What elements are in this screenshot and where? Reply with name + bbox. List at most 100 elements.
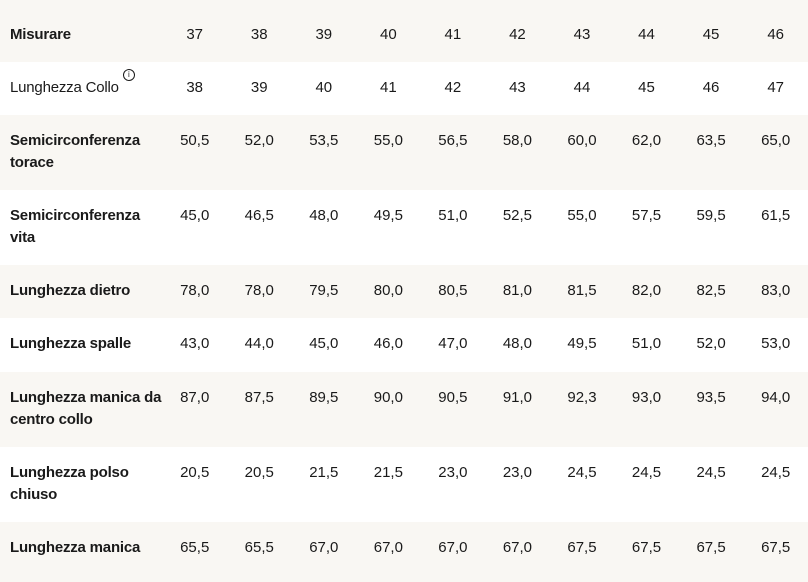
info-icon[interactable]: i — [122, 69, 135, 81]
table-cell: 53,0 — [761, 335, 791, 352]
row-label-text: Lunghezza manica da centro collo — [10, 389, 162, 428]
table-row: Lunghezza manica 65,5 65,5 67,0 67,0 67,0 67,0… — [0, 522, 808, 582]
table-row: Lunghezza spalle 43,0 44,0 45,0 46,0 47,0 48,0… — [0, 318, 808, 372]
table-cell: 61,5 — [761, 207, 791, 224]
table-cell: 46,5 — [244, 207, 274, 224]
table-cell: 82,5 — [696, 282, 726, 299]
table-cell: 55,0 — [373, 132, 403, 149]
table-cell: 67,0 — [438, 539, 468, 556]
table-cell: 67,0 — [309, 539, 339, 556]
row-label-text: Lunghezza spalle — [10, 335, 131, 352]
table-cell: 20,5 — [180, 464, 210, 481]
table-cell: 24,5 — [696, 464, 726, 481]
table-cell: 78,0 — [244, 282, 274, 299]
row-label: Semicirconferenza torace — [0, 115, 162, 190]
table-cell: 24,5 — [631, 464, 662, 481]
table-cell: 52,0 — [244, 132, 274, 149]
table-cell: 83,0 — [761, 282, 791, 299]
table-cell: 24,5 — [567, 464, 597, 481]
row-label: Lunghezza dietro — [0, 265, 162, 318]
table-cell: 52,5 — [502, 207, 533, 224]
table-cell: 44 — [638, 26, 655, 43]
table-cell: 42 — [509, 26, 526, 43]
table-cell: 80,0 — [373, 282, 403, 299]
row-label-text: Semicirconferenza torace — [10, 132, 140, 171]
table-cell: 41 — [379, 79, 397, 96]
table-cell: 82,0 — [631, 282, 662, 299]
table-row: Lunghezza manica da centro collo 87,0 87,5… — [0, 372, 808, 447]
table-cell: 62,0 — [631, 132, 662, 149]
table-cell: 44 — [573, 79, 591, 96]
table-cell: 38 — [186, 79, 204, 96]
table-cell: 55,0 — [567, 207, 597, 224]
table-cell: 65,5 — [244, 539, 274, 556]
table-cell: 65,5 — [180, 539, 210, 556]
table-cell: 45 — [638, 79, 655, 96]
table-row: Semicirconferenza vita 45,0 46,5 48,0 49,5 51… — [0, 190, 808, 265]
table-cell: 48,0 — [309, 207, 339, 224]
table-cell: 81,5 — [567, 282, 597, 299]
table-cell: 43 — [509, 79, 526, 96]
table-cell: 67,5 — [631, 539, 662, 556]
table-row: Lunghezza polso chiuso 20,5 20,5 21,5 21,5 23… — [0, 447, 808, 522]
table-cell: 79,5 — [309, 282, 339, 299]
table-cell: 38 — [250, 26, 268, 43]
table-cell: 49,5 — [567, 335, 597, 352]
table-cell: 43,0 — [180, 335, 210, 352]
table-cell: 37 — [186, 26, 204, 43]
table-row: Lunghezza Colloi 38 39 40 41 42 43 44 45 46 47 — [0, 62, 808, 115]
table-cell: 46,0 — [373, 335, 403, 352]
table-cell: 67,0 — [373, 539, 403, 556]
table-row: Misurare 37 38 39 40 41 42 43 44 45 46 — [0, 0, 808, 62]
row-label: Lunghezza polso chiuso — [0, 447, 162, 522]
table-cell: 93,5 — [696, 389, 726, 406]
table-cell: 67,5 — [761, 539, 791, 556]
table-cell: 56,5 — [438, 132, 468, 149]
row-label-text: Semicirconferenza vita — [10, 207, 140, 246]
table-cell: 53,5 — [309, 132, 339, 149]
table-cell: 81,0 — [502, 282, 533, 299]
table-cell: 39 — [315, 26, 333, 43]
table-cell: 90,5 — [438, 389, 468, 406]
table-cell: 42 — [444, 79, 462, 96]
table-cell: 57,5 — [631, 207, 662, 224]
row-label: Lunghezza manica — [0, 522, 162, 582]
row-label-text: Misurare — [10, 26, 71, 43]
table-cell: 80,5 — [438, 282, 468, 299]
table-cell: 23,0 — [438, 464, 468, 481]
table-cell: 59,5 — [696, 207, 726, 224]
table-cell: 21,5 — [373, 464, 403, 481]
table-cell: 47 — [767, 79, 785, 96]
table-cell: 20,5 — [244, 464, 274, 481]
table-cell: 46 — [702, 79, 720, 96]
table-cell: 58,0 — [502, 132, 533, 149]
table-cell: 23,0 — [502, 464, 533, 481]
table-cell: 60,0 — [567, 132, 597, 149]
table-cell: 67,0 — [502, 539, 533, 556]
row-label: Misurare — [0, 0, 162, 62]
table-cell: 91,0 — [502, 389, 533, 406]
table-cell: 46 — [767, 26, 785, 43]
row-label: Semicirconferenza vita — [0, 190, 162, 265]
table-cell: 40 — [315, 79, 333, 96]
table-cell: 45,0 — [180, 207, 210, 224]
table-cell: 93,0 — [631, 389, 662, 406]
table-cell: 43 — [573, 26, 591, 43]
row-label-text: Lunghezza manica — [10, 539, 141, 556]
table-cell: 48,0 — [502, 335, 533, 352]
table-cell: 65,0 — [761, 132, 791, 149]
table-cell: 51,0 — [631, 335, 662, 352]
row-label: Lunghezza Colloi — [0, 62, 162, 115]
table-cell: 39 — [250, 79, 268, 96]
table-cell: 87,0 — [180, 389, 210, 406]
table-cell: 24,5 — [761, 464, 791, 481]
table-cell: 87,5 — [244, 389, 274, 406]
table-cell: 51,0 — [438, 207, 468, 224]
table-cell: 67,5 — [567, 539, 597, 556]
table-cell: 45,0 — [309, 335, 339, 352]
table-cell: 52,0 — [696, 335, 726, 352]
table-cell: 89,5 — [309, 389, 339, 406]
row-label-text: Lunghezza Collo — [10, 79, 119, 96]
table-row: Lunghezza dietro 78,0 78,0 79,5 80,0 80,5 81,0… — [0, 265, 808, 318]
